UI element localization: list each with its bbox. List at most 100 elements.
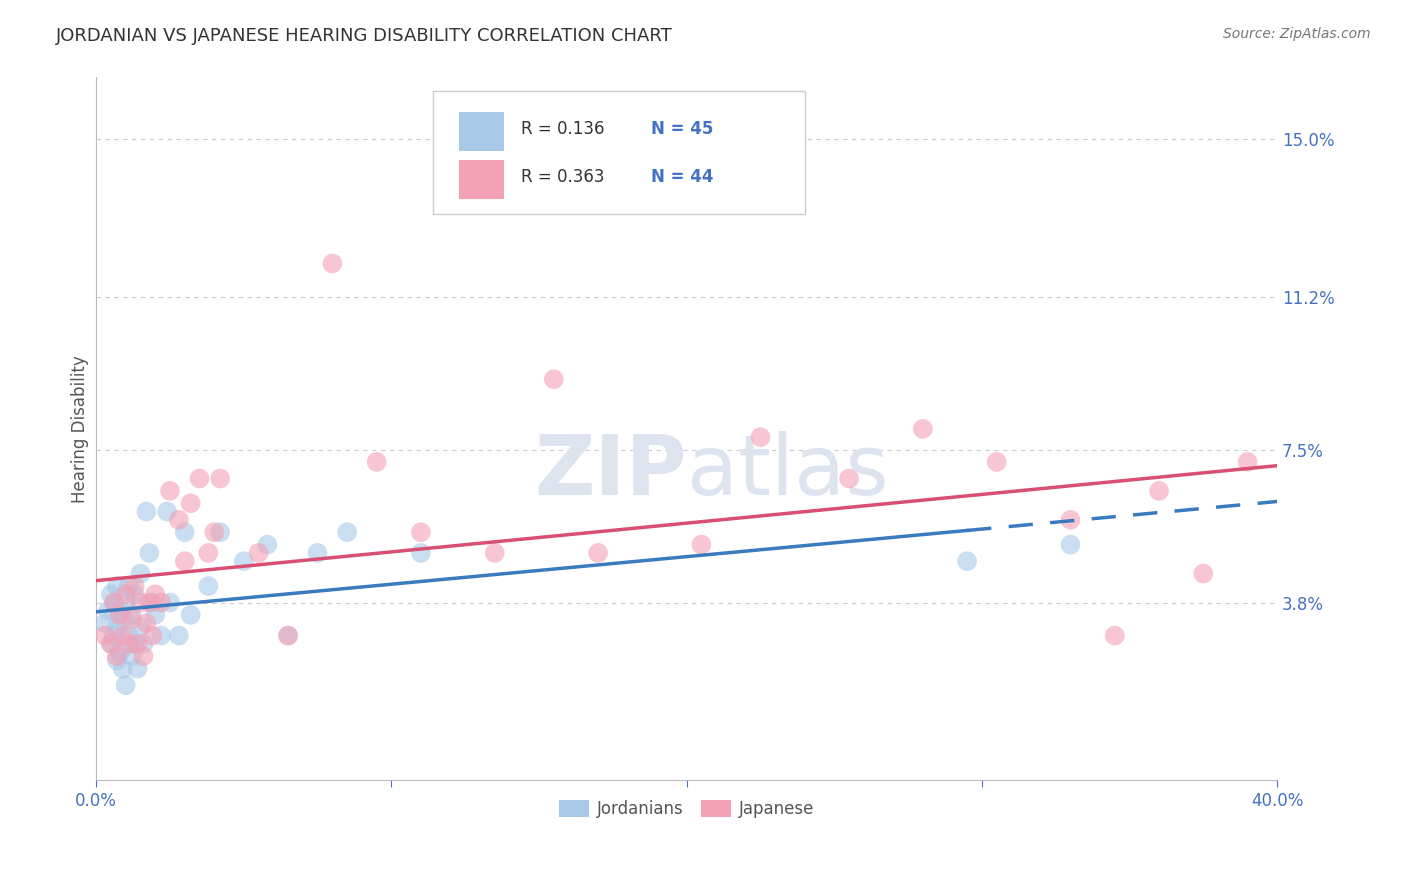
Point [156, 504, 179, 518]
Point [138, 595, 160, 609]
Point [321, 256, 343, 270]
Point [143, 607, 166, 622]
Point [1059, 513, 1081, 527]
Point [1192, 566, 1215, 581]
Point [180, 496, 202, 510]
Point [484, 546, 506, 560]
Point [129, 566, 152, 581]
Point [100, 587, 122, 601]
Point [911, 422, 934, 436]
Point [135, 616, 157, 631]
Point [138, 546, 160, 560]
Point [124, 579, 146, 593]
Point [143, 587, 166, 601]
Point [129, 595, 152, 609]
Point [97, 604, 120, 618]
Point [1104, 629, 1126, 643]
Point [1059, 538, 1081, 552]
Point [749, 430, 772, 444]
Point [307, 546, 329, 560]
Point [124, 637, 146, 651]
Bar [458, 112, 503, 151]
Point [114, 595, 136, 609]
Point [108, 607, 131, 622]
Point [838, 471, 860, 485]
Point [118, 579, 141, 593]
Point [209, 471, 232, 485]
Point [366, 455, 388, 469]
Point [105, 579, 128, 593]
Point [173, 525, 195, 540]
Point [1147, 483, 1170, 498]
Point [132, 637, 155, 651]
Point [232, 554, 254, 568]
Point [197, 579, 219, 593]
Point [180, 607, 202, 622]
Point [111, 612, 134, 626]
Point [108, 645, 131, 659]
Point [103, 595, 125, 609]
Point [188, 471, 211, 485]
Point [256, 538, 278, 552]
Point [118, 629, 141, 643]
Point [159, 483, 181, 498]
Point [94, 629, 117, 643]
Text: Source: ZipAtlas.com: Source: ZipAtlas.com [1223, 27, 1371, 41]
Point [150, 595, 173, 609]
Point [173, 554, 195, 568]
Point [94, 616, 117, 631]
Point [111, 629, 134, 643]
Text: R = 0.136: R = 0.136 [522, 120, 605, 138]
Point [409, 525, 432, 540]
Text: ZIP: ZIP [534, 431, 686, 511]
Point [167, 513, 190, 527]
Legend: Jordanians, Japanese: Jordanians, Japanese [553, 793, 821, 825]
Point [141, 629, 163, 643]
Point [121, 612, 143, 626]
Point [127, 637, 149, 651]
Point [167, 629, 190, 643]
Point [105, 649, 128, 664]
Y-axis label: Hearing Disability: Hearing Disability [72, 355, 89, 503]
Point [121, 649, 143, 664]
Point [986, 455, 1008, 469]
Bar [458, 160, 503, 199]
Point [247, 546, 270, 560]
Point [150, 629, 173, 643]
Point [202, 525, 225, 540]
Point [129, 620, 152, 634]
Text: JORDANIAN VS JAPANESE HEARING DISABILITY CORRELATION CHART: JORDANIAN VS JAPANESE HEARING DISABILITY… [56, 27, 673, 45]
Text: N = 45: N = 45 [651, 120, 714, 138]
Text: N = 44: N = 44 [651, 168, 714, 186]
Point [105, 620, 128, 634]
Point [111, 662, 134, 676]
FancyBboxPatch shape [433, 92, 804, 214]
Point [956, 554, 979, 568]
Point [127, 662, 149, 676]
Point [277, 629, 299, 643]
Point [141, 595, 163, 609]
Point [132, 649, 155, 664]
Point [543, 372, 565, 386]
Point [277, 629, 299, 643]
Point [103, 629, 125, 643]
Point [105, 653, 128, 667]
Point [159, 595, 181, 609]
Point [409, 546, 432, 560]
Point [1236, 455, 1258, 469]
Point [586, 546, 609, 560]
Point [209, 525, 232, 540]
Point [118, 637, 141, 651]
Point [108, 604, 131, 618]
Point [100, 637, 122, 651]
Point [124, 587, 146, 601]
Point [103, 595, 125, 609]
Point [690, 538, 713, 552]
Point [114, 678, 136, 692]
Point [135, 504, 157, 518]
Point [100, 637, 122, 651]
Point [114, 587, 136, 601]
Text: R = 0.363: R = 0.363 [522, 168, 605, 186]
Point [197, 546, 219, 560]
Point [336, 525, 359, 540]
